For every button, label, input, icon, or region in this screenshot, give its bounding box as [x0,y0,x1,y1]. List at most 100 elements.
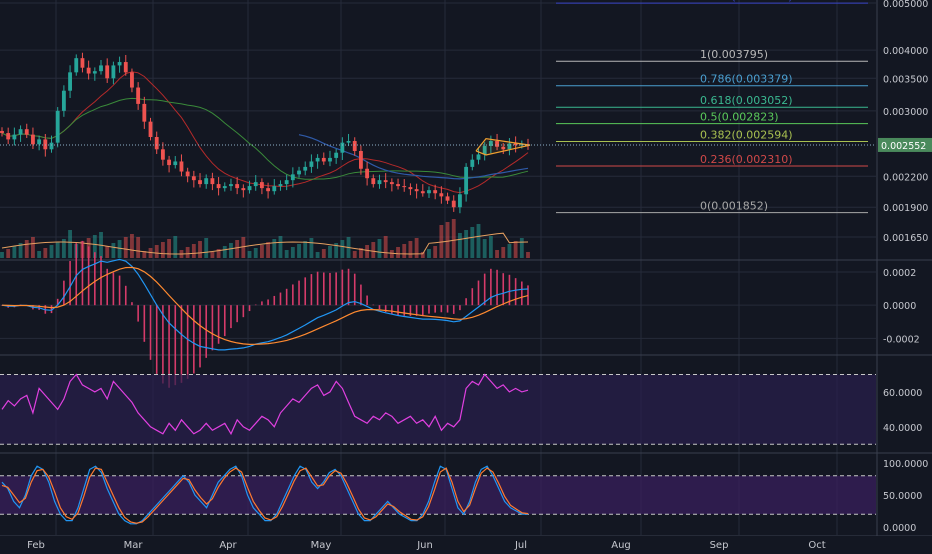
macd-histogram-bar [292,284,294,305]
candle-body[interactable] [74,58,78,72]
candle-body[interactable] [402,186,406,187]
candle-body[interactable] [303,167,307,171]
candle-body[interactable] [415,189,419,191]
candle-body[interactable] [118,62,122,65]
candle-body[interactable] [192,176,196,180]
volume-bar [415,238,419,258]
candle-body[interactable] [477,154,481,159]
candle-body[interactable] [62,91,66,111]
candle-body[interactable] [396,184,400,186]
candle-body[interactable] [161,149,165,159]
candle-body[interactable] [334,153,338,158]
candle-body[interactable] [266,188,270,191]
candle-body[interactable] [105,65,109,78]
candle-body[interactable] [272,186,276,191]
candle-body[interactable] [25,129,29,134]
candle-body[interactable] [229,184,233,186]
volume-bar [322,249,326,258]
volume-bar [105,246,109,258]
candle-body[interactable] [93,71,97,73]
candle-body[interactable] [470,160,474,167]
time-axis-label: May [311,540,332,550]
macd-histogram-bar [82,241,84,305]
candle-body[interactable] [173,161,177,165]
candle-body[interactable] [248,186,252,190]
candle-body[interactable] [347,141,351,143]
candle-body[interactable] [421,191,425,193]
macd-histogram-bar [348,269,350,305]
candle-body[interactable] [111,65,115,78]
current-price-label: 0.002552 [881,141,926,152]
macd-histogram-bar [174,305,176,385]
candle-body[interactable] [167,160,171,165]
candle-body[interactable] [371,178,375,184]
fib-level-label: 0(0.001852) [700,200,768,213]
candle-body[interactable] [37,139,41,144]
candle-body[interactable] [297,171,301,175]
candle-body[interactable] [254,182,258,186]
candle-body[interactable] [390,182,394,184]
candle-body[interactable] [12,135,16,140]
candle-body[interactable] [458,194,462,207]
volume-bar [136,237,140,258]
candle-body[interactable] [223,186,227,188]
stochastic-tick-label: 100.0000 [883,459,928,470]
candle-body[interactable] [142,104,146,122]
macd-histogram-bar [261,301,263,305]
candle-body[interactable] [19,129,23,134]
candle-body[interactable] [285,180,289,184]
candle-body[interactable] [241,188,245,190]
macd-histogram-bar [137,305,139,321]
candle-body[interactable] [291,174,295,180]
candle-body[interactable] [365,169,369,178]
candle-body[interactable] [149,122,153,137]
candle-body[interactable] [322,158,326,162]
candle-body[interactable] [130,72,134,87]
macd-histogram-bar [187,305,189,379]
candle-body[interactable] [31,135,35,145]
candle-body[interactable] [56,111,60,143]
volume-bar [248,251,252,258]
candle-body[interactable] [6,133,10,139]
candle-body[interactable] [316,158,320,162]
candle-body[interactable] [446,196,450,200]
candle-body[interactable] [464,167,468,194]
candle-body[interactable] [68,72,72,90]
candle-body[interactable] [81,58,85,68]
candle-body[interactable] [136,88,140,104]
macd-histogram-bar [490,269,492,305]
candle-body[interactable] [204,178,208,184]
macd-histogram-bar [342,270,344,306]
volume-bar [186,247,190,258]
candle-body[interactable] [279,184,283,186]
candle-body[interactable] [43,139,47,149]
candle-body[interactable] [439,193,443,196]
candle-body[interactable] [384,180,388,182]
candle-body[interactable] [235,184,239,188]
candle-body[interactable] [0,131,4,133]
candle-body[interactable] [340,143,344,153]
candle-body[interactable] [155,137,159,149]
candle-body[interactable] [50,143,54,150]
candle-body[interactable] [433,190,437,193]
candle-body[interactable] [309,161,313,166]
candle-body[interactable] [260,182,264,188]
candle-body[interactable] [186,172,190,177]
candle-body[interactable] [452,201,456,208]
candle-body[interactable] [378,180,382,184]
candle-body[interactable] [210,178,214,184]
macd-histogram-bar [447,305,449,312]
candle-body[interactable] [409,187,413,189]
candle-body[interactable] [217,184,221,188]
candle-body[interactable] [198,180,202,184]
candle-body[interactable] [353,141,357,151]
candle-body[interactable] [328,158,332,162]
candle-body[interactable] [359,151,363,169]
candle-body[interactable] [124,62,128,72]
candle-body[interactable] [99,65,103,71]
candle-body[interactable] [87,68,91,74]
candle-body[interactable] [180,161,184,171]
candle-body[interactable] [427,190,431,193]
